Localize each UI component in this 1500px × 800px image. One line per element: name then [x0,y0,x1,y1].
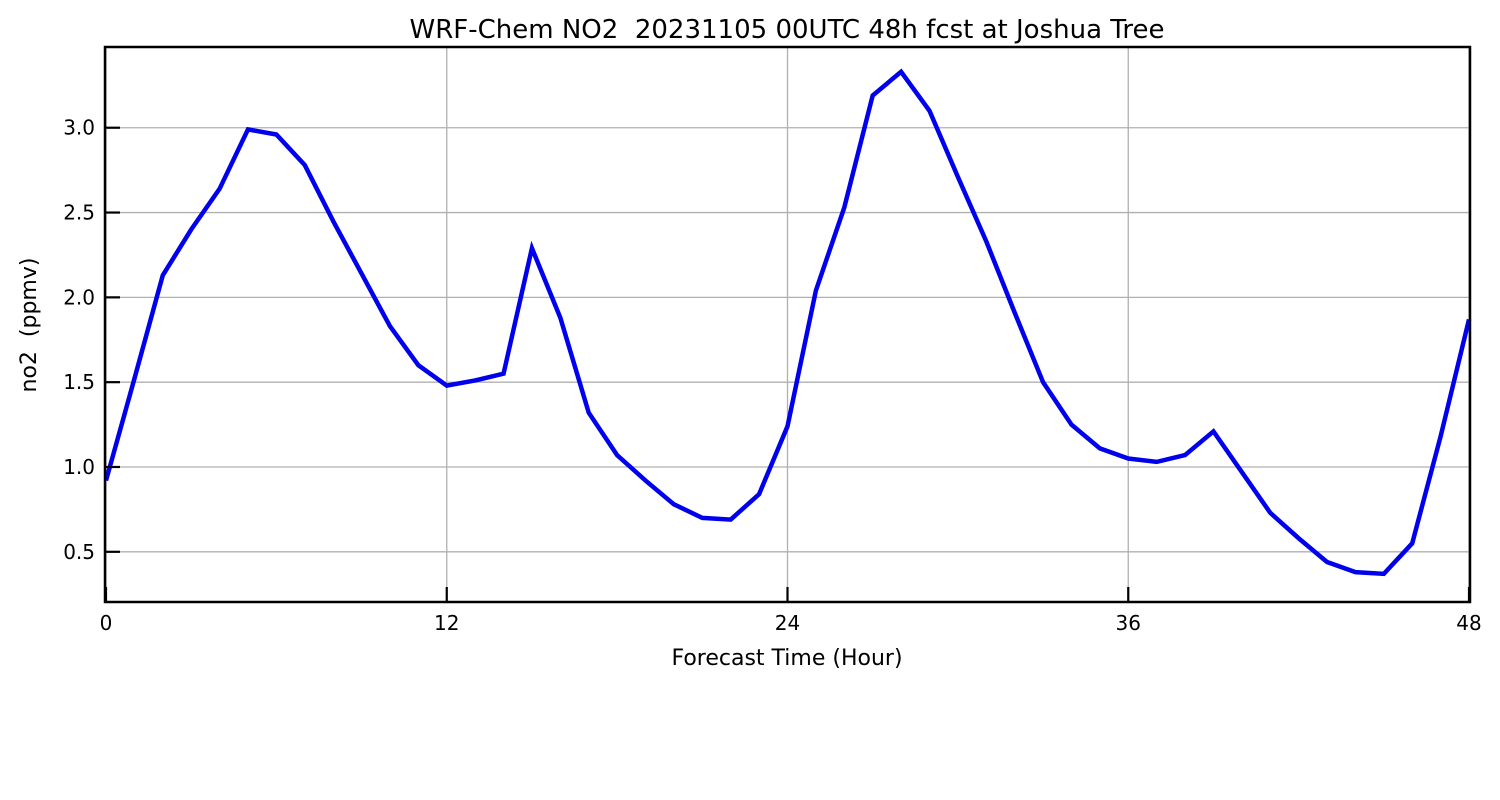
y-tick-label: 2.0 [63,285,95,309]
plot-border [103,45,1472,604]
no2-series-line [103,68,1472,577]
y-tick-label: 1.0 [63,455,95,479]
chart-title: WRF-Chem NO2 20231105 00UTC 48h fcst at … [410,15,1165,45]
tick-marks [104,126,1471,601]
y-tick-label: 0.5 [63,540,95,564]
x-tick-label: 36 [1116,611,1141,635]
x-axis-label: Forecast Time (Hour) [671,646,902,671]
gridlines [105,48,1470,601]
y-tick-label: 3.0 [63,116,95,140]
x-tick-label: 48 [1456,611,1481,635]
y-axis-label: no2 (ppmv) [17,258,42,393]
x-tick-label: 24 [775,611,800,635]
x-tick-label: 0 [100,611,113,635]
x-tick-label: 12 [434,611,459,635]
y-tick-label: 1.5 [63,370,95,394]
y-tick-label: 2.5 [63,201,95,225]
tick-labels: 0 12 24 36 48 0.5 1.0 1.5 2.0 2.5 3.0 [63,116,1482,635]
